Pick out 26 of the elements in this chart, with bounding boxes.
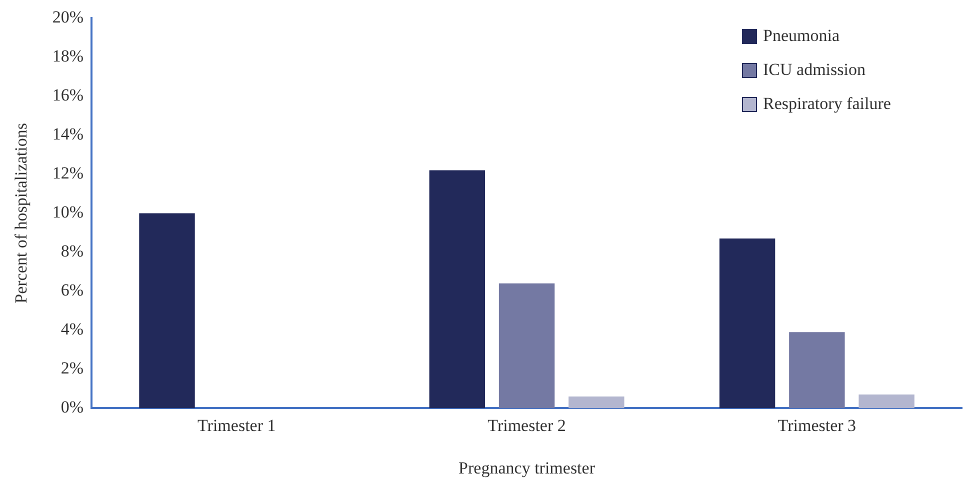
y-tick-label: 4% <box>60 320 84 339</box>
y-tick-label: 14% <box>52 124 84 144</box>
y-tick-label: 8% <box>60 242 84 261</box>
y-tick-label: 18% <box>52 46 84 66</box>
bar <box>498 283 555 408</box>
bar <box>789 332 845 408</box>
bar <box>858 394 914 408</box>
y-tick-label: 6% <box>60 280 84 300</box>
legend-label: Pneumonia <box>763 26 840 46</box>
legend-label: ICU admission <box>763 60 866 80</box>
y-axis-title: Percent of hospitalizations <box>12 123 31 304</box>
y-tick-label: 0% <box>60 398 84 417</box>
y-tick-label: 20% <box>52 8 84 27</box>
bar <box>568 396 624 408</box>
x-tick-label: Trimester 3 <box>778 416 856 435</box>
y-tick-label: 10% <box>52 202 84 222</box>
y-tick-label: 12% <box>52 164 84 183</box>
y-tick-label: 16% <box>52 86 84 105</box>
x-tick-label: Trimester 2 <box>488 416 566 435</box>
x-tick-label: Trimester 1 <box>198 416 276 435</box>
x-axis-title: Pregnancy trimester <box>458 458 596 478</box>
bar <box>139 213 195 408</box>
bar <box>719 238 776 408</box>
legend-label: Respiratory failure <box>763 94 891 114</box>
y-tick-label: 2% <box>60 358 84 378</box>
bar <box>429 170 485 408</box>
